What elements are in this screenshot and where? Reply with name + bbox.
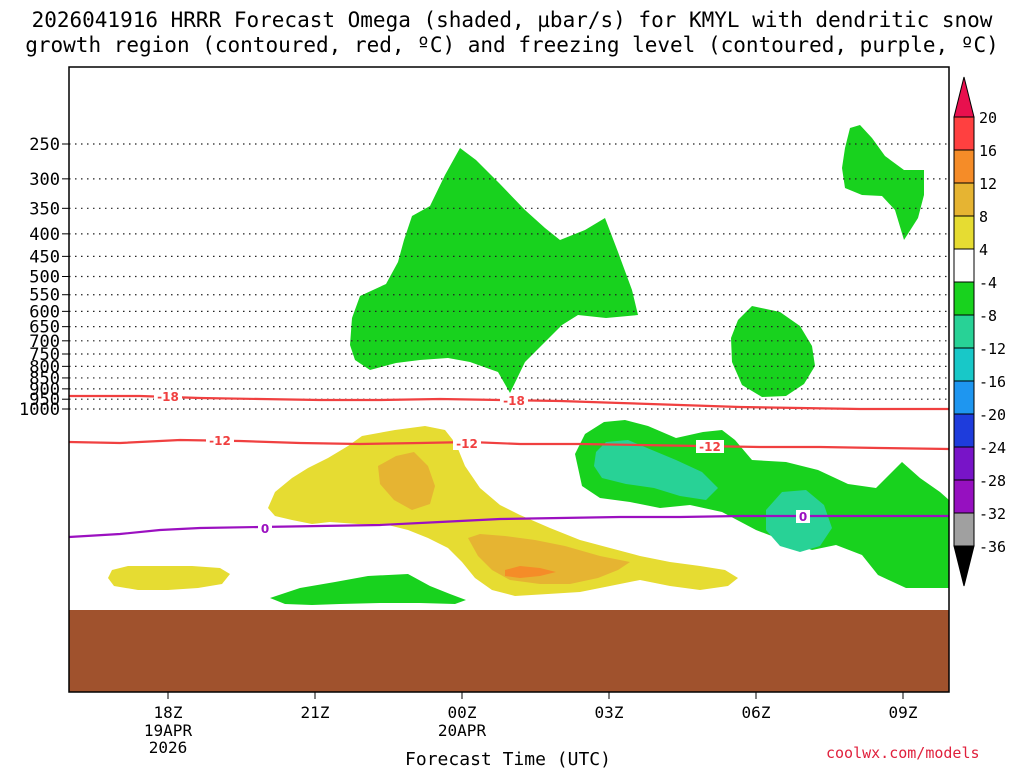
y-tick-label: 400: [29, 225, 60, 245]
x-tick-label: 00Z: [448, 703, 477, 722]
y-tick-label: 650: [29, 318, 60, 338]
contour-label-text: -12: [699, 440, 721, 454]
y-tick-label: 700: [29, 332, 60, 352]
omega-region-green-low: [270, 574, 466, 605]
y-tick-label: 250: [29, 135, 60, 155]
omega-shading: [108, 125, 949, 605]
terrain-fill: [69, 610, 949, 692]
y-tick-label: 900: [29, 380, 60, 400]
contour-label: 0: [796, 510, 810, 524]
x-tick-label: 18Z: [154, 703, 183, 722]
colorbar-segment: [953, 281, 975, 316]
y-tick-label: 1000: [19, 400, 60, 420]
colorbar-segment: [953, 182, 975, 217]
contour-label: -12: [696, 440, 724, 454]
y-tick-label: 750: [29, 345, 60, 365]
omega-region-darkorange-core: [505, 566, 556, 578]
contour-label: -12: [206, 434, 234, 448]
x-tick-sublabel: 2026: [149, 738, 188, 757]
x-tick-label: 21Z: [301, 703, 330, 722]
colorbar-segment: [953, 149, 975, 184]
contour-label: 0: [258, 522, 272, 536]
y-tick-label: 800: [29, 357, 60, 377]
y-tick-label: 600: [29, 302, 60, 322]
contour-label-text: 0: [261, 522, 269, 536]
colorbar-label: 4: [979, 241, 988, 259]
colorbar-label: 20: [979, 109, 997, 127]
y-tick-label: 300: [29, 170, 60, 190]
colorbar-segment: [953, 314, 975, 349]
x-tick-label: 03Z: [595, 703, 624, 722]
colorbar: 20 16 12 8 4 -4 -8 -12 -16 -20 -24 -28 -32 -36: [953, 76, 1006, 587]
contour-label-text: -18: [503, 394, 525, 408]
colorbar-label: 8: [979, 208, 988, 226]
colorbar-segment: [953, 215, 975, 250]
y-tick-label: 350: [29, 199, 60, 219]
contour-label-text: -12: [209, 434, 231, 448]
colorbar-label: -28: [979, 472, 1006, 490]
omega-region-yellow-left: [108, 566, 230, 590]
omega-region-green-upper: [350, 148, 638, 393]
colorbar-segment: [953, 248, 975, 283]
colorbar-label: -8: [979, 307, 997, 325]
x-axis-label: Forecast Time (UTC): [405, 749, 611, 768]
omega-region-orange-upper: [378, 452, 435, 510]
contour-label-text: -12: [456, 437, 478, 451]
contour-label-text: 0: [799, 510, 807, 524]
y-tick-label: 950: [29, 390, 60, 410]
colorbar-label: -16: [979, 373, 1006, 391]
contour-label-text: -18: [157, 390, 179, 404]
x-tick-label: 09Z: [889, 703, 918, 722]
y-axis: 250 300 350 4004505005506006507007508008509…: [19, 135, 69, 420]
plot-frame: [68, 66, 950, 693]
omega-region-green-topright: [842, 125, 924, 240]
y-tick-label: 450: [29, 247, 60, 267]
credit-link[interactable]: coolwx.com/models: [826, 744, 980, 762]
colorbar-label: -20: [979, 406, 1006, 424]
contour-label: -18: [154, 390, 182, 404]
x-tick-sublabel: 19APR: [144, 721, 193, 740]
colorbar-segment: [953, 446, 975, 481]
pressure-gridlines: [69, 143, 949, 410]
colorbar-label: -12: [979, 340, 1006, 358]
omega-region-cyan-1: [594, 440, 718, 500]
colorbar-label: -4: [979, 274, 997, 292]
y-tick-label: 850: [29, 369, 60, 389]
colorbar-label: 16: [979, 142, 997, 160]
colorbar-segment: [953, 380, 975, 415]
chart-title-line-1: 2026041916 HRRR Forecast Omega (shaded, …: [31, 8, 993, 32]
chart-title-line-2: growth region (contoured, red, ºC) and f…: [25, 33, 999, 57]
x-tick-label: 06Z: [742, 703, 771, 722]
colorbar-label: 12: [979, 175, 997, 193]
omega-region-green-midright: [731, 306, 815, 397]
contour-label: -18: [500, 394, 528, 408]
colorbar-segment: [953, 413, 975, 448]
y-tick-label: 550: [29, 286, 60, 306]
colorbar-label: -36: [979, 538, 1006, 556]
contour-line-0: [68, 514, 949, 539]
contour-label: -12: [453, 437, 481, 451]
colorbar-segment: [953, 347, 975, 382]
colorbar-segment: [953, 116, 975, 151]
colorbar-segment: [953, 512, 975, 547]
colorbar-bottom-arrow: [953, 545, 975, 587]
colorbar-top-arrow: [953, 76, 975, 118]
y-tick-label: 500: [29, 268, 60, 288]
colorbar-label: -24: [979, 439, 1006, 457]
colorbar-label: -32: [979, 505, 1006, 523]
x-tick-sublabel: 20APR: [438, 721, 487, 740]
colorbar-segment: [953, 479, 975, 514]
